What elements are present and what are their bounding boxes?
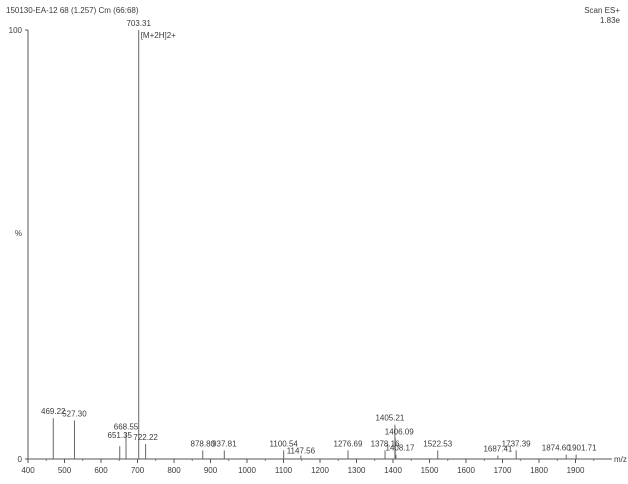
- peak-label: 1100.54: [270, 439, 299, 448]
- peak-label: 1737.39: [502, 439, 531, 448]
- x-tick-label: 1500: [421, 466, 439, 475]
- x-tick-label: 1100: [275, 466, 293, 475]
- peak-label: 668.55: [114, 422, 139, 431]
- x-tick-label: 1000: [238, 466, 256, 475]
- scan-mode-label: Scan ES+: [584, 6, 620, 15]
- x-tick-label: 800: [167, 466, 181, 475]
- x-tick-label: 700: [131, 466, 145, 475]
- peak-label: 722.22: [133, 433, 158, 442]
- x-tick-label: 1200: [311, 466, 329, 475]
- peak-label: 1406.09: [385, 427, 414, 436]
- peak-label: 469.22: [41, 407, 66, 416]
- peak-label: 937.81: [212, 439, 237, 448]
- x-tick-label: 900: [204, 466, 218, 475]
- x-tick-label: 600: [94, 466, 108, 475]
- peak-label: 703.31: [126, 19, 151, 28]
- peak-label: 1687.41: [483, 445, 512, 454]
- peak-label: 1147.56: [287, 447, 316, 456]
- peak-label: 1408.17: [386, 444, 415, 453]
- x-tick-label: 1800: [530, 466, 548, 475]
- x-tick-label: 1600: [457, 466, 475, 475]
- peak-label: 1874.60: [542, 444, 571, 453]
- peak-label: 1378.16: [371, 439, 400, 448]
- intensity-label: 1.83e: [599, 16, 620, 25]
- peak-annotation: [M+2H]2+: [141, 31, 176, 40]
- y-tick-label: 100: [9, 26, 23, 35]
- x-tick-label: 1300: [348, 466, 366, 475]
- peak-label: 878.80: [191, 439, 216, 448]
- x-tick-label: 500: [58, 466, 72, 475]
- x-axis-label: m/z: [614, 455, 627, 464]
- peak-label: 651.35: [108, 431, 133, 440]
- peak-label: 1522.53: [423, 439, 452, 448]
- y-tick-label: 0: [18, 455, 23, 464]
- y-axis-label: %: [15, 229, 22, 238]
- x-tick-label: 1400: [384, 466, 402, 475]
- peak-label: 1276.69: [334, 439, 363, 448]
- peak-label: 1405.21: [375, 414, 404, 423]
- peak-label: 527.30: [62, 409, 87, 418]
- x-tick-label: 1700: [494, 466, 512, 475]
- x-tick-label: 1900: [567, 466, 585, 475]
- sample-header: 150130-EA-12 68 (1.257) Cm (66:68): [6, 6, 139, 15]
- peak-label: 1901.71: [568, 444, 597, 453]
- x-tick-label: 400: [21, 466, 35, 475]
